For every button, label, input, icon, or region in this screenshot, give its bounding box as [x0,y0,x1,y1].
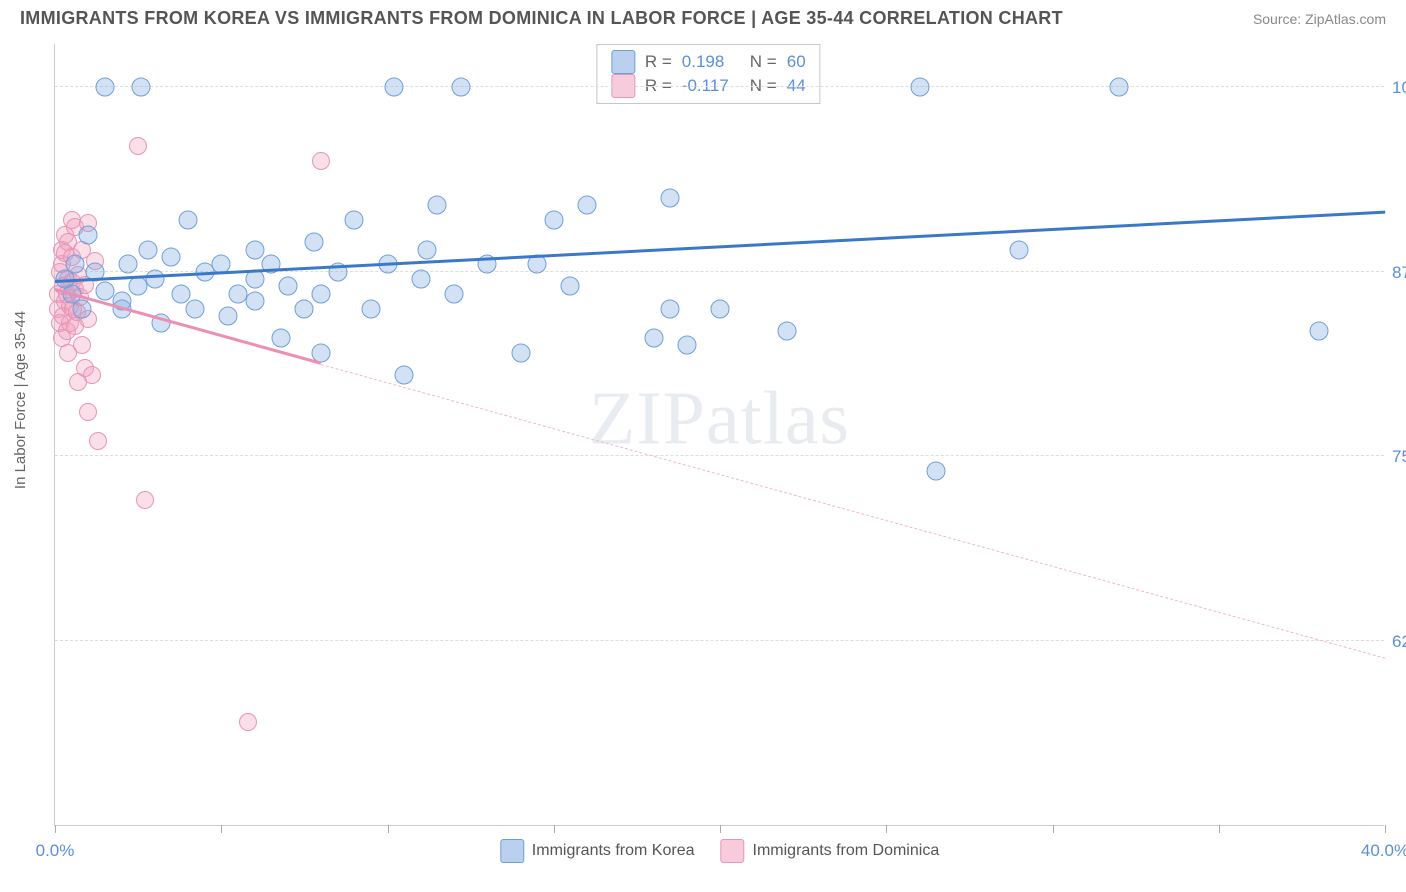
series-legend: Immigrants from Korea Immigrants from Dom… [500,839,939,863]
y-tick-label: 62.5% [1392,632,1406,652]
data-point-korea [910,78,929,97]
data-point-korea [711,299,730,318]
data-point-korea [272,329,291,348]
data-point-korea [561,277,580,296]
legend-item: Immigrants from Korea [500,839,695,863]
data-point-korea [312,284,331,303]
data-point-korea [305,233,324,252]
correlation-legend: R =0.198N =60R =-0.117N =44 [596,44,821,104]
data-point-korea [411,270,430,289]
data-point-korea [119,255,138,274]
data-point-korea [139,240,158,259]
data-point-korea [218,306,237,325]
data-point-korea [677,336,696,355]
data-point-korea [72,299,91,318]
n-label: N = [750,52,777,72]
data-point-korea [578,196,597,215]
data-point-korea [132,78,151,97]
legend-swatch [500,839,524,863]
data-point-dominica [89,432,107,450]
legend-label: Immigrants from Korea [532,842,695,860]
data-point-dominica [136,491,154,509]
y-tick-label: 75.0% [1392,447,1406,467]
legend-item: Immigrants from Dominica [721,839,940,863]
y-axis-label: In Labor Force | Age 35-44 [12,311,29,489]
x-tick [1219,825,1220,833]
legend-swatch [611,50,635,74]
data-point-korea [345,211,364,230]
x-tick [886,825,887,833]
data-point-korea [245,240,264,259]
x-tick [388,825,389,833]
data-point-korea [451,78,470,97]
gridline [55,455,1384,456]
data-point-korea [428,196,447,215]
data-point-korea [65,255,84,274]
data-point-dominica [239,713,257,731]
data-point-korea [385,78,404,97]
x-tick [554,825,555,833]
trend-line [321,364,1385,659]
legend-swatch [721,839,745,863]
data-point-korea [185,299,204,318]
x-tick-label: 0.0% [36,841,75,861]
data-point-korea [927,461,946,480]
x-tick [1053,825,1054,833]
data-point-korea [511,343,530,362]
data-point-dominica [73,336,91,354]
data-point-korea [179,211,198,230]
data-point-korea [1110,78,1129,97]
title-bar: IMMIGRANTS FROM KOREA VS IMMIGRANTS FROM… [0,0,1406,33]
data-point-korea [544,211,563,230]
legend-row: R = 0.198 N = 60 [611,50,806,74]
data-point-korea [395,365,414,384]
data-point-korea [418,240,437,259]
data-point-korea [145,270,164,289]
data-point-korea [661,188,680,207]
chart-title: IMMIGRANTS FROM KOREA VS IMMIGRANTS FROM… [20,8,1063,29]
data-point-korea [295,299,314,318]
data-point-korea [445,284,464,303]
data-point-korea [777,321,796,340]
data-point-korea [79,225,98,244]
gridline [55,640,1384,641]
source-label: Source: ZipAtlas.com [1253,11,1386,27]
data-point-korea [361,299,380,318]
legend-label: Immigrants from Dominica [753,842,940,860]
data-point-dominica [83,366,101,384]
data-point-dominica [129,137,147,155]
y-tick-label: 100.0% [1392,78,1406,98]
x-tick [720,825,721,833]
x-tick-label: 40.0% [1361,841,1406,861]
gridline [55,86,1384,87]
data-point-korea [245,292,264,311]
x-tick [1385,825,1386,833]
data-point-korea [661,299,680,318]
y-tick-label: 87.5% [1392,263,1406,283]
scatter-plot: ZIPatlas R =0.198N =60R =-0.117N =44 Imm… [54,44,1384,826]
x-tick [55,825,56,833]
data-point-korea [1309,321,1328,340]
data-point-dominica [79,403,97,421]
data-point-korea [278,277,297,296]
r-value: 0.198 [682,52,740,72]
data-point-korea [644,329,663,348]
data-point-korea [1010,240,1029,259]
data-point-korea [162,247,181,266]
r-label: R = [645,52,672,72]
x-tick [221,825,222,833]
data-point-korea [95,78,114,97]
n-value: 60 [787,52,806,72]
data-point-dominica [312,152,330,170]
